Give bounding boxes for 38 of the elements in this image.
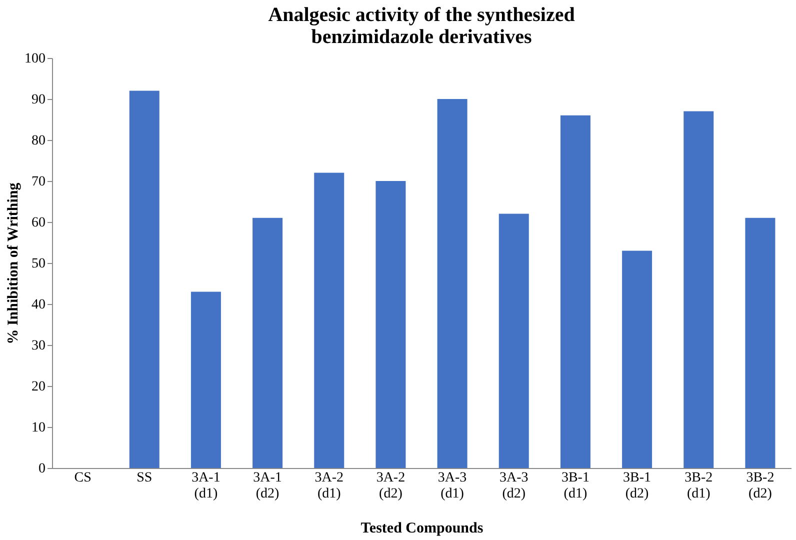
y-tick-label: 60 xyxy=(32,216,46,230)
bar xyxy=(376,181,406,468)
bar xyxy=(745,218,776,468)
x-tick-label: 3A-3 (d1) xyxy=(438,470,467,502)
x-tick-label: 3B-2 (d2) xyxy=(746,470,774,502)
bar xyxy=(190,292,221,468)
bar xyxy=(622,250,652,468)
y-tick-label: 70 xyxy=(32,174,46,190)
text: benzimidazole derivatives xyxy=(311,26,532,48)
bar xyxy=(684,111,714,468)
y-tick-label: 20 xyxy=(32,380,46,394)
x-tick-label: 3B-1 (d2) xyxy=(623,470,652,502)
y-tick-label: 80 xyxy=(32,134,46,148)
x-tick-label: 3A-1 (d1) xyxy=(192,470,220,502)
y-tick-label: 50 xyxy=(32,256,46,272)
y-tick-label: 90 xyxy=(32,92,46,108)
bar xyxy=(314,172,344,468)
bar xyxy=(498,214,529,468)
y-tick-label: 30 xyxy=(32,338,46,354)
x-tick-label: 3A-1 (d2) xyxy=(253,470,282,502)
bar xyxy=(560,115,590,468)
bar xyxy=(252,218,283,468)
y-tick-label: 100 xyxy=(24,52,46,66)
x-tick-label: 3B-1 (d1) xyxy=(561,470,590,502)
y-axis-title: % Inhibition of Writhing xyxy=(6,182,22,344)
x-tick-label: 3A-2 (d1) xyxy=(314,470,344,502)
text: Analgesic activity of the synthesized xyxy=(268,4,575,26)
x-tick-label: 3A-2 (d2) xyxy=(376,470,406,502)
x-tick-label: CS xyxy=(74,470,92,486)
x-tick-label: SS xyxy=(136,470,152,486)
x-tick-label: 3A-3 (d2) xyxy=(499,470,528,502)
x-tick-label: 3B-2 (d1) xyxy=(684,470,713,502)
x-axis-title: Tested Compounds xyxy=(360,520,484,536)
bar xyxy=(437,99,468,468)
bar xyxy=(129,90,160,468)
y-tick-label: 0 xyxy=(38,462,46,476)
y-tick-label: 40 xyxy=(32,298,46,312)
y-tick-label: 10 xyxy=(32,420,46,436)
